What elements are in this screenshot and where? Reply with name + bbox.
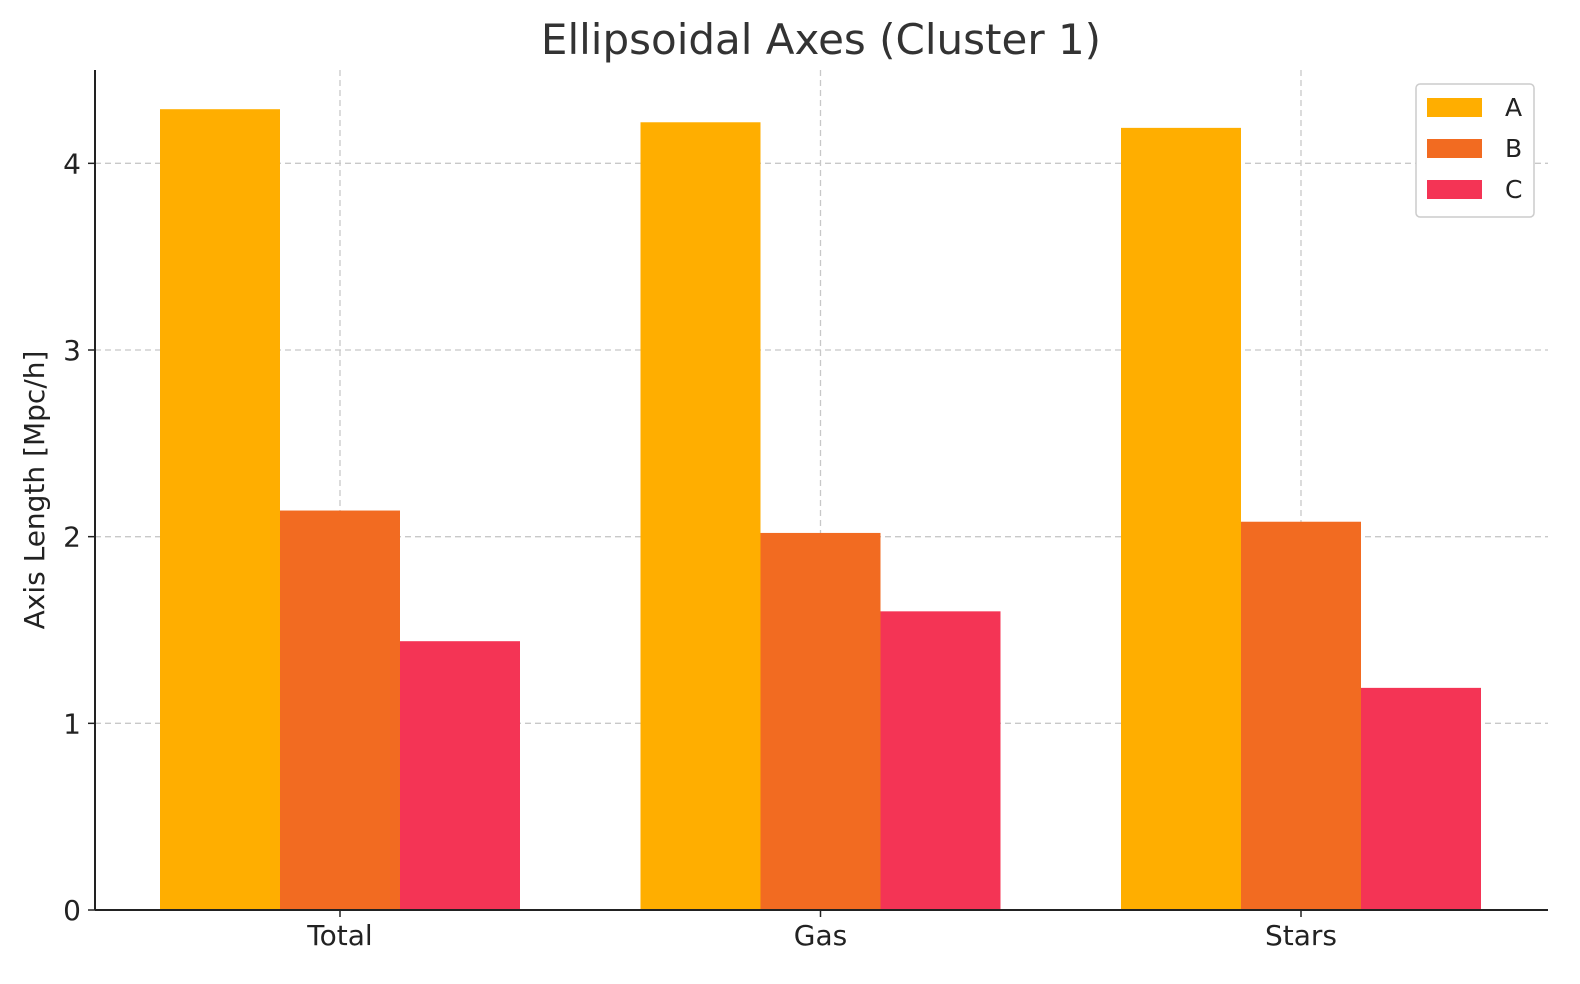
x-tick-label: Total [306,919,372,952]
y-axis-label: Axis Length [Mpc/h] [18,351,51,630]
chart-title: Ellipsoidal Axes (Cluster 1) [541,15,1101,64]
bar-C-total [400,641,520,910]
legend-swatch-C [1427,180,1482,199]
bar-B-stars [1241,521,1361,910]
legend-swatch-A [1427,98,1482,117]
legend-swatch-B [1427,139,1482,158]
y-tick-label: 3 [63,334,81,367]
x-tick-label: Stars [1265,919,1337,952]
bar-C-gas [880,611,1001,910]
bar-A-gas [640,122,761,911]
bar-B-total [280,510,400,910]
bar-A-stars [1121,127,1241,910]
legend-label-A: A [1505,93,1522,122]
legend-label-B: B [1505,134,1522,163]
legend-label-C: C [1505,175,1522,204]
x-tick-label: Gas [794,919,847,952]
y-tick-label: 2 [63,521,81,554]
y-tick-label: 4 [63,147,81,180]
y-tick-label: 1 [63,707,81,740]
bar-C-stars [1361,687,1481,910]
bar-B-gas [760,532,881,910]
bar-A-total [160,109,280,910]
y-tick-label: 0 [63,894,81,927]
